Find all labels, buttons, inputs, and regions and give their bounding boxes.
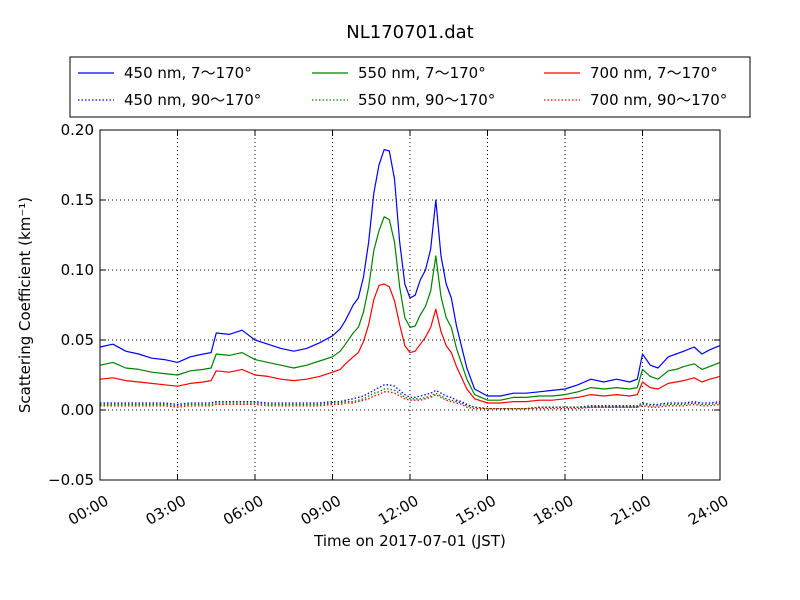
legend-label: 550 nm, 7～170° [358,64,486,82]
x-axis-label: Time on 2017-07-01 (JST) [313,532,506,550]
series-layer [99,149,721,410]
legend-label: 700 nm, 7～170° [590,64,718,82]
y-tick-label: −0.05 [48,471,94,489]
y-tick-label: 0.05 [61,331,94,349]
legend-label: 700 nm, 90～170° [590,91,727,109]
legend-label: 450 nm, 7～170° [124,64,252,82]
series-line-4 [100,388,721,410]
series-line-1 [99,149,721,397]
legend-label: 450 nm, 90～170° [124,91,261,109]
series-line-5 [99,283,721,404]
y-tick-label: 0.00 [61,401,94,419]
series-line-6 [100,391,721,410]
y-tick-label: 0.15 [61,191,94,209]
y-tick-label: 0.10 [61,261,94,279]
series-line-2 [100,384,721,410]
legend: 450 nm, 7～170° 450 nm, 90～170° 550 nm, 7～1… [69,56,751,118]
legend-label: 550 nm, 90～170° [358,91,495,109]
legend-frame [69,56,751,118]
y-axis-label: Scattering Coefficient (km⁻¹) [16,197,34,413]
y-tick-label: 0.20 [61,121,94,139]
series-line-3 [99,216,721,401]
chart-title: NL170701.dat [346,22,473,43]
grid [100,130,720,480]
